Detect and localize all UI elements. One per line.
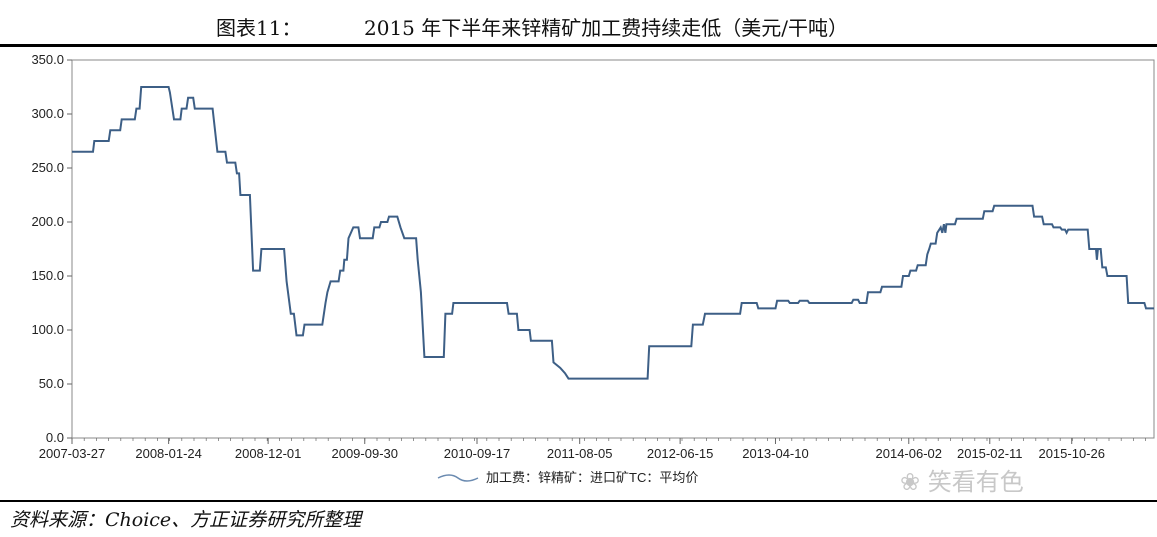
y-tick-label: 200.0 [31, 214, 64, 229]
x-tick-label: 2008-01-24 [135, 446, 202, 461]
y-axis: 0.0 50.0 100.0 150.0 200.0 250.0 300.0 350.0 [31, 52, 72, 445]
y-tick-label: 350.0 [31, 52, 64, 67]
x-tick-label: 2015-10-26 [1038, 446, 1105, 461]
line-chart: 0.0 50.0 100.0 150.0 200.0 250.0 300.0 350.0 20… [31, 52, 1155, 485]
x-axis: 2007-03-27 2008-01-24 2008-12-01 2009-09-30… [39, 438, 1146, 461]
watermark-text: 笑看有色 [927, 468, 1024, 496]
legend-label: 加工费：锌精矿：进口矿TC：平均价 [486, 470, 698, 485]
top-rule [0, 44, 1157, 47]
x-tick-label: 2010-09-17 [444, 446, 511, 461]
x-tick-label: 2013-04-10 [742, 446, 809, 461]
y-tick-label: 100.0 [31, 322, 64, 337]
y-tick-label: 150.0 [31, 268, 64, 283]
figure-title: 图表11： 2015 年下半年来锌精矿加工费持续走低（美元/干吨） [0, 6, 1157, 40]
x-tick-label: 2012-06-15 [647, 446, 714, 461]
y-tick-label: 300.0 [31, 106, 64, 121]
x-tick-label: 2007-03-27 [39, 446, 106, 461]
y-tick-label: 250.0 [31, 160, 64, 175]
x-tick-label: 2008-12-01 [235, 446, 302, 461]
wechat-icon: ❀ [900, 468, 928, 496]
x-tick-label: 2009-09-30 [331, 446, 398, 461]
x-tick-label: 2014-06-02 [876, 446, 943, 461]
source-note: 资料来源：Choice、方正证券研究所整理 [10, 509, 362, 531]
figure-title-text: 2015 年下半年来锌精矿加工费持续走低（美元/干吨） [364, 16, 848, 40]
watermark: ❀ 笑看有色 [900, 462, 1024, 497]
figure-label: 图表11： [216, 16, 302, 40]
bottom-rule [0, 500, 1157, 502]
y-tick-label: 0.0 [46, 430, 64, 445]
legend: 加工费：锌精矿：进口矿TC：平均价 [437, 470, 698, 485]
x-tick-label: 2015-02-11 [957, 446, 1023, 461]
chart-frame [71, 59, 1155, 439]
x-tick-label: 2011-08-05 [547, 446, 613, 461]
legend-swatch [437, 474, 479, 482]
series-line-zinc-tc [72, 86, 1154, 380]
y-tick-label: 50.0 [39, 376, 64, 391]
